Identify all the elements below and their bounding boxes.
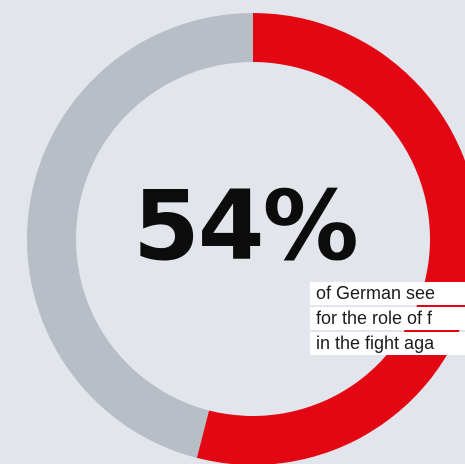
caption-line: of German see <box>310 282 465 305</box>
caption-line: for the role of f <box>310 307 465 330</box>
donut-slice-remainder <box>27 13 253 458</box>
headline-percentage: 54% <box>133 170 359 282</box>
caption-line: in the fight aga <box>310 332 465 355</box>
caption: of German see for the role of f in the f… <box>310 282 465 357</box>
